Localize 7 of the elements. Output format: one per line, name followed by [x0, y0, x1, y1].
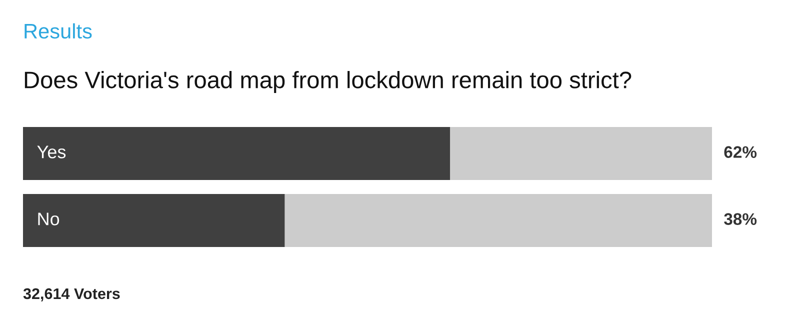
chart-title: Results [24, 23, 92, 39]
chart-subtitle: Does Victoria's road map from lockdown remain too strict? [24, 70, 632, 94]
data-label: 62% [724, 146, 757, 158]
y-tick-label: Yes [37, 146, 66, 158]
y-tick-label: No [38, 212, 60, 226]
data-label: 38% [724, 213, 757, 225]
text: 32,614 Voters [23, 288, 120, 302]
